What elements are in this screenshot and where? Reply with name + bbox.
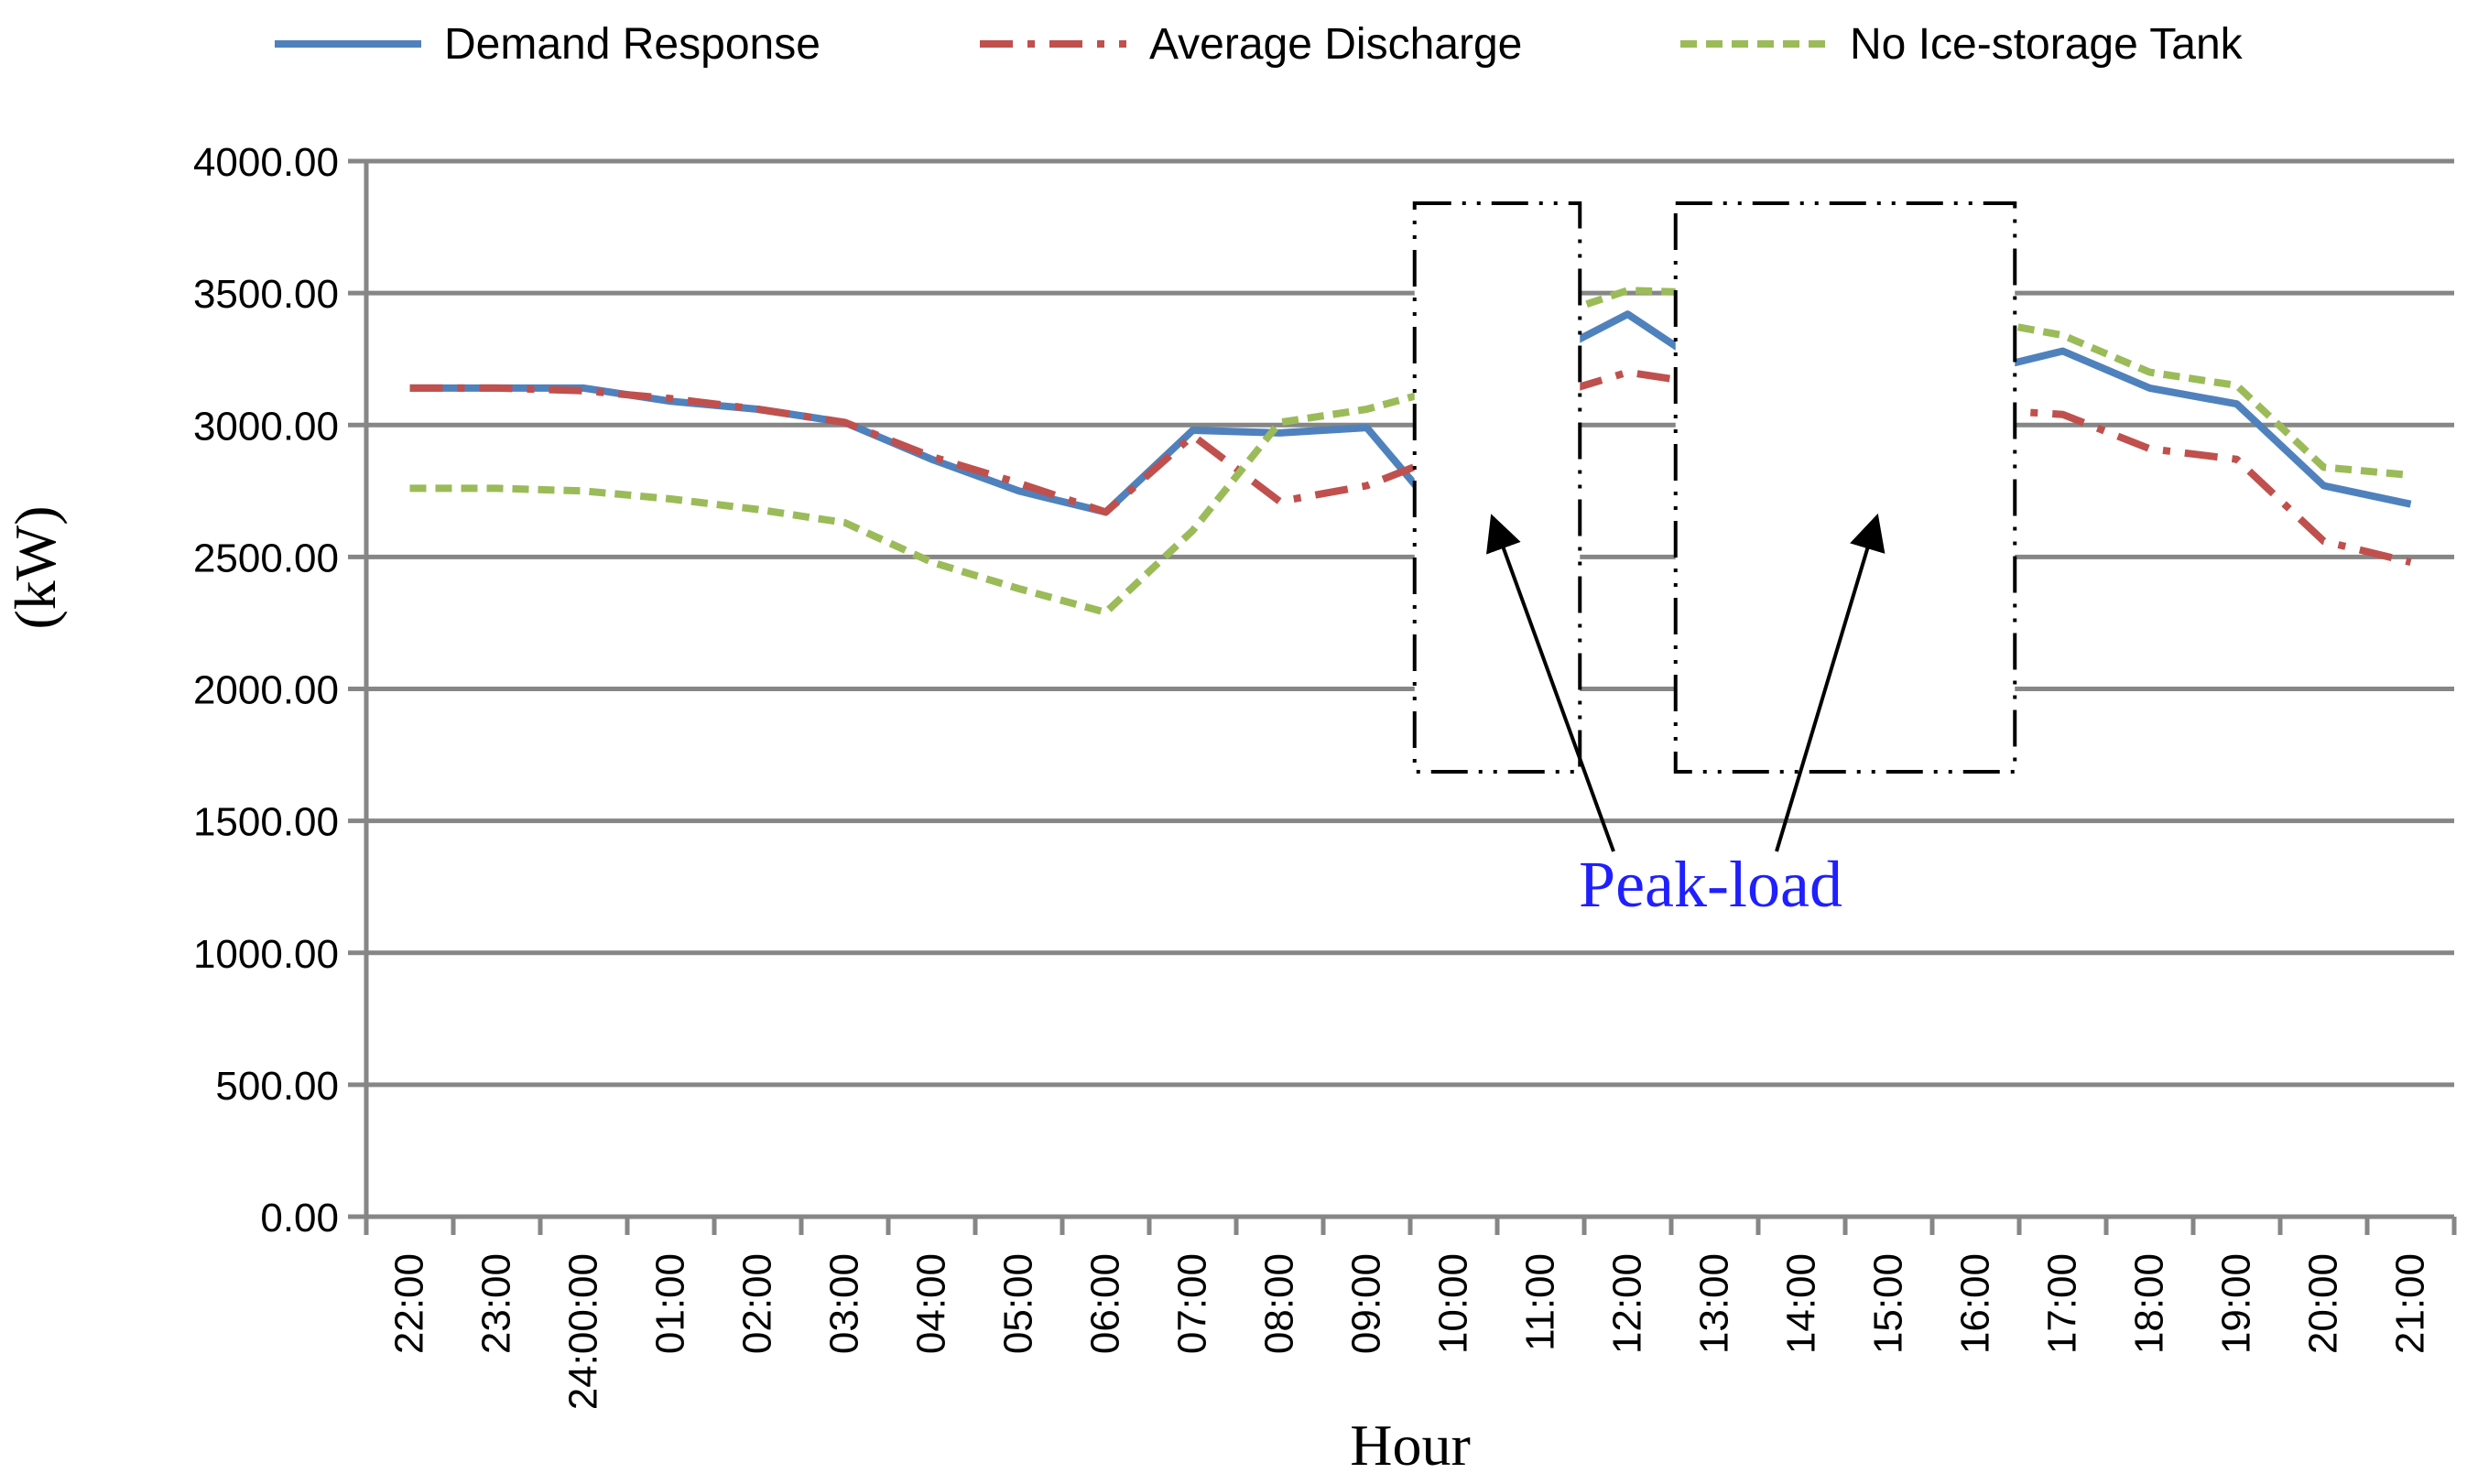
x-tick-label: 07:00 <box>1170 1253 1215 1354</box>
y-tick-labels: 0.00 500.00 1000.00 1500.00 2000.00 2500.00 30… <box>193 140 339 1240</box>
legend: Demand Response Average Discharge No Ice-s… <box>275 20 2244 69</box>
gridlines <box>366 158 2454 1088</box>
x-tick-label: 11:00 <box>1518 1253 1563 1351</box>
x-tick-label: 12:00 <box>1605 1253 1650 1354</box>
x-tick-label: 02:00 <box>735 1253 780 1354</box>
x-tick-label: 04:00 <box>909 1253 954 1354</box>
x-tick-label: 06:00 <box>1083 1253 1128 1354</box>
peak-window-box <box>1673 201 2017 774</box>
peak-arrow <box>1486 514 1615 852</box>
x-tick-label: 19:00 <box>2214 1253 2259 1354</box>
legend-label: Demand Response <box>444 20 821 69</box>
peak-window-box <box>1412 201 1582 774</box>
x-tick-label: 23:00 <box>474 1253 519 1354</box>
x-tick-label: 05:00 <box>996 1253 1041 1354</box>
y-tick-label: 1500.00 <box>193 800 339 845</box>
y-tick-label: 3000.00 <box>193 404 339 449</box>
legend-label: No Ice-storage Tank <box>1850 20 2244 69</box>
y-tick-label: 500.00 <box>215 1064 339 1109</box>
x-tick-label: 22:00 <box>387 1253 432 1354</box>
x-tick-label: 09:00 <box>1344 1253 1389 1354</box>
x-tick-label: 21:00 <box>2388 1253 2433 1354</box>
series-line <box>409 287 2411 616</box>
y-tick-label: 1000.00 <box>193 932 339 977</box>
series-line <box>409 368 2412 566</box>
y-tick-label: 2000.00 <box>193 668 339 713</box>
series-lines <box>409 287 2412 616</box>
x-tick-label: 15:00 <box>1866 1253 1911 1354</box>
y-tick-label: 3500.00 <box>193 272 339 317</box>
x-tick-label: 10:00 <box>1431 1253 1476 1354</box>
x-axis-title: Hour <box>1350 1413 1471 1478</box>
axes <box>348 158 2457 1235</box>
series-line <box>409 310 2412 535</box>
x-tick-label: 18:00 <box>2127 1253 2172 1354</box>
y-tick-label: 2500.00 <box>193 536 339 580</box>
annotations <box>1412 201 2017 852</box>
x-tick-label: 17:00 <box>2040 1253 2085 1354</box>
x-tick-label: 24:00:00 <box>561 1253 606 1410</box>
y-tick-label: 4000.00 <box>193 140 339 185</box>
x-tick-label: 20:00 <box>2301 1253 2346 1354</box>
x-tick-labels: 22:00 23:00 24:00:00 01:00 02:00 03:00 04:00 05… <box>387 1253 2433 1410</box>
x-tick-label: 01:00 <box>648 1253 693 1354</box>
x-tick-label: 16:00 <box>1953 1253 1998 1354</box>
y-axis-title: (kW) <box>3 505 68 629</box>
peak-arrow <box>1775 513 1886 852</box>
x-tick-label: 03:00 <box>822 1253 867 1354</box>
x-tick-label: 13:00 <box>1692 1253 1737 1354</box>
x-tick-label: 14:00 <box>1779 1253 1824 1354</box>
legend-label: Average Discharge <box>1149 20 1522 69</box>
y-tick-label: 0.00 <box>260 1196 339 1240</box>
x-tick-label: 08:00 <box>1257 1253 1302 1354</box>
peak-load-label: Peak-load <box>1579 848 1842 921</box>
